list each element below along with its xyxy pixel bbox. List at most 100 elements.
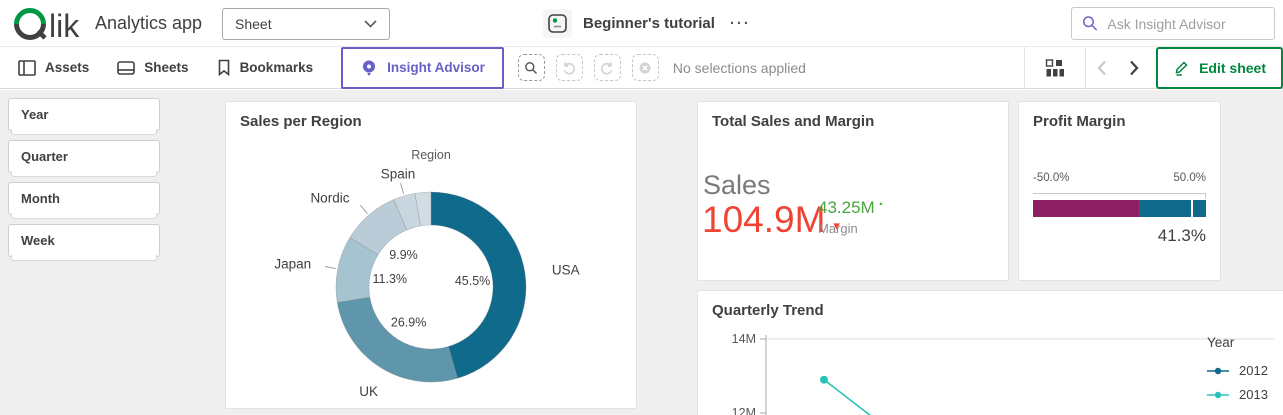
dimension-label: Region bbox=[411, 148, 451, 162]
pie-chart-svg: 45.5% USA 26.9% UK 11.3% Japan 9.9% Nordic Spain bbox=[274, 167, 580, 399]
filter-week[interactable]: Week bbox=[8, 224, 160, 261]
sheet-overview-button[interactable] bbox=[1025, 47, 1085, 89]
legend-marker-icon bbox=[1207, 367, 1229, 374]
pie-category-label-UK: UK bbox=[359, 384, 378, 399]
search-icon bbox=[1082, 16, 1098, 31]
document-group: Beginner's tutorial bbox=[543, 9, 755, 38]
gauge-axis bbox=[1033, 193, 1206, 199]
selection-tools bbox=[517, 54, 659, 81]
gauge-scale: -50.0% 50.0% bbox=[1033, 172, 1206, 184]
pie-slice-UK[interactable] bbox=[336, 296, 458, 383]
toolbar-divider bbox=[1024, 46, 1026, 89]
insight-advisor-label: Insight Advisor bbox=[387, 60, 485, 75]
search-input[interactable] bbox=[1107, 15, 1264, 32]
kpi-secondary-label: Margin bbox=[818, 221, 858, 236]
edit-sheet-button[interactable]: Edit sheet bbox=[1156, 46, 1283, 89]
insight-advisor-button[interactable]: Insight Advisor bbox=[341, 46, 504, 89]
sheet-overview-icon bbox=[1045, 58, 1065, 76]
qlik-logo[interactable]: lik bbox=[12, 6, 92, 42]
legend-marker-icon bbox=[1207, 391, 1229, 398]
kpi-secondary-block: 43.25M Margin bbox=[818, 196, 884, 236]
gauge-value: 41.3% bbox=[1157, 226, 1206, 245]
filter-month[interactable]: Month bbox=[8, 182, 160, 219]
toolbar-divider bbox=[1085, 46, 1087, 89]
y-tick-label: 12M bbox=[732, 406, 756, 415]
legend-label: 2012 bbox=[1239, 363, 1268, 378]
pie-category-label-USA: USA bbox=[552, 263, 580, 278]
sheets-label: Sheets bbox=[144, 60, 189, 75]
sales-per-region-chart: Sales per Region Region 45.5% USA 26.9% UK 1… bbox=[225, 101, 637, 409]
assets-label: Assets bbox=[45, 60, 90, 75]
bookmarks-icon bbox=[218, 59, 229, 76]
clear-selections-icon[interactable] bbox=[631, 54, 659, 81]
sheets-icon bbox=[117, 60, 136, 75]
filter-quarter-label: Quarter bbox=[21, 149, 68, 164]
legend-item-2013[interactable]: 2013 bbox=[1207, 387, 1268, 402]
next-sheet-button[interactable] bbox=[1118, 47, 1150, 89]
quarterly-trend-chart: Quarterly Trend 14M 12M Year 2012 2013 bbox=[697, 290, 1283, 415]
pie-category-label-Nordic: Nordic bbox=[310, 191, 349, 206]
pie-percent-label: 26.9% bbox=[391, 316, 426, 330]
kpi-title: Total Sales and Margin bbox=[712, 113, 875, 130]
toolbar: Assets Sheets Bookmarks Insight Advisor bbox=[0, 46, 1283, 89]
sheet-selector[interactable]: Sheet bbox=[222, 8, 390, 40]
more-options-icon[interactable] bbox=[726, 15, 755, 32]
undo-selection-icon[interactable] bbox=[555, 54, 583, 81]
pie-percent-label: 11.3% bbox=[373, 272, 408, 286]
total-sales-margin-kpi[interactable]: Total Sales and Margin Sales 104.9M 43.2… bbox=[697, 101, 1009, 281]
app-thumbnail-icon[interactable] bbox=[543, 9, 572, 38]
kpi-primary-value: 104.9M bbox=[702, 199, 826, 240]
chevron-left-icon bbox=[1097, 60, 1106, 75]
line-chart-title: Quarterly Trend bbox=[712, 302, 824, 319]
trend-up-dot-icon bbox=[879, 196, 884, 213]
bookmarks-label: Bookmarks bbox=[239, 60, 314, 75]
previous-sheet-button[interactable] bbox=[1086, 47, 1118, 89]
pie-percent-label: 45.5% bbox=[455, 274, 490, 288]
line-chart-svg: 14M 12M bbox=[732, 332, 1274, 415]
filter-quarter[interactable]: Quarter bbox=[8, 140, 160, 177]
edit-pencil-icon bbox=[1175, 61, 1188, 76]
pie-category-label-Spain: Spain bbox=[381, 167, 416, 182]
series-line-2013[interactable] bbox=[823, 379, 939, 415]
app-title: Analytics app bbox=[95, 13, 203, 33]
pie-leader-line bbox=[360, 205, 368, 214]
pie-slice-USA[interactable] bbox=[430, 191, 527, 379]
pie-slice-other[interactable] bbox=[414, 191, 432, 227]
kpi-secondary-value: 43.25M bbox=[818, 198, 875, 217]
chart-title: Sales per Region bbox=[240, 113, 362, 130]
line-chart-legend: Year 2012 2013 bbox=[1207, 335, 1268, 411]
bookmarks-button[interactable]: Bookmarks bbox=[217, 59, 314, 76]
smart-search-icon[interactable] bbox=[517, 54, 545, 81]
toolbar-left: Assets Sheets Bookmarks Insight Advisor bbox=[0, 46, 806, 89]
assets-button[interactable]: Assets bbox=[18, 59, 90, 76]
assets-icon bbox=[18, 59, 36, 76]
gauge-bar bbox=[1033, 200, 1206, 217]
document-title: Beginner's tutorial bbox=[583, 15, 715, 32]
legend-label: 2013 bbox=[1239, 387, 1268, 402]
sheets-button[interactable]: Sheets bbox=[117, 60, 189, 76]
data-point-2013[interactable] bbox=[820, 375, 828, 384]
profit-margin-gauge[interactable]: Profit Margin -50.0% 50.0% 41.3% bbox=[1018, 101, 1221, 281]
pie-leader-line bbox=[400, 183, 405, 195]
svg-text:lik: lik bbox=[49, 8, 80, 42]
line-legend-items: 2012 2013 bbox=[1207, 363, 1268, 402]
selections-status: No selections applied bbox=[672, 59, 806, 76]
edit-sheet-label: Edit sheet bbox=[1199, 59, 1266, 76]
app-header: lik Analytics app Sheet Beginner's tutor… bbox=[0, 0, 1283, 47]
gauge-min-label: -50.0% bbox=[1033, 172, 1070, 184]
filter-week-label: Week bbox=[21, 233, 55, 248]
toolbar-right: Edit sheet bbox=[1024, 46, 1283, 89]
gauge-max-label: 50.0% bbox=[1173, 172, 1206, 184]
kpi-primary-row: 104.9M bbox=[702, 199, 840, 241]
pie-category-label-Japan: Japan bbox=[274, 257, 311, 272]
insight-advisor-icon bbox=[363, 60, 376, 76]
chevron-right-icon bbox=[1130, 60, 1139, 75]
pie-percent-label: 9.9% bbox=[389, 248, 418, 262]
sheet-grid: Year Quarter Month Week Sales per Region… bbox=[0, 90, 1283, 415]
filter-month-label: Month bbox=[21, 191, 60, 206]
kpi-primary-label: Sales bbox=[703, 170, 771, 200]
legend-item-2012[interactable]: 2012 bbox=[1207, 363, 1268, 378]
insight-advisor-search[interactable] bbox=[1071, 7, 1275, 40]
filter-year[interactable]: Year bbox=[8, 98, 160, 135]
redo-selection-icon[interactable] bbox=[593, 54, 621, 81]
